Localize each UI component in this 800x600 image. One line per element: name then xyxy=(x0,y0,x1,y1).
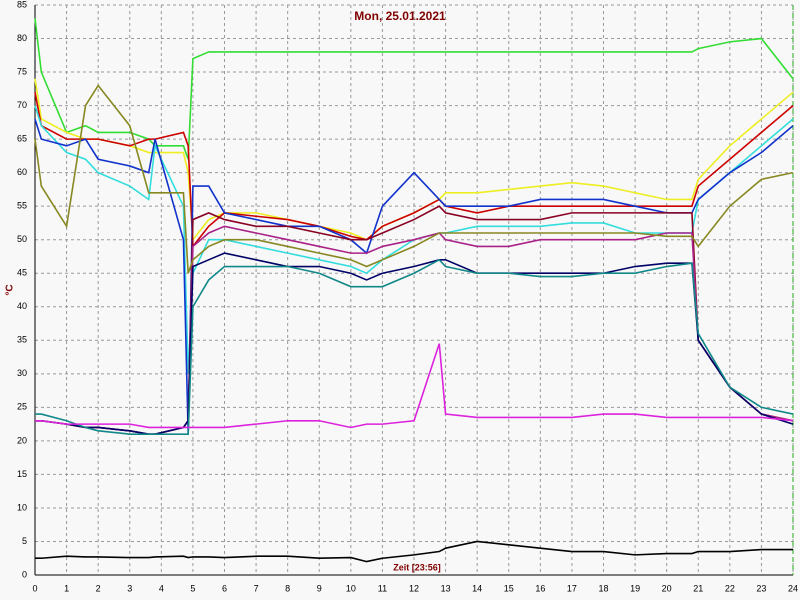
x-tick-label: 6 xyxy=(222,583,227,593)
series-line xyxy=(34,84,794,274)
x-tick-label: 15 xyxy=(504,583,514,593)
series-line xyxy=(35,343,794,429)
x-tick-label: 16 xyxy=(535,583,545,593)
y-tick-label: 85 xyxy=(17,0,27,9)
x-tick-label: 11 xyxy=(378,583,387,593)
x-tick-label: 3 xyxy=(127,583,132,593)
series-line xyxy=(34,18,794,160)
y-tick-label: 60 xyxy=(17,167,27,177)
y-tick-label: 15 xyxy=(17,469,27,479)
y-tick-label: 0 xyxy=(22,569,27,579)
y-tick-label: 55 xyxy=(17,201,27,211)
y-tick-label: 75 xyxy=(17,66,27,76)
series-line xyxy=(34,105,794,374)
x-tick-label: 21 xyxy=(693,583,703,593)
x-tick-label: 23 xyxy=(756,583,766,593)
y-tick-label: 65 xyxy=(17,133,27,143)
y-tick-label: 45 xyxy=(17,268,27,278)
chart-title: Mon, 25.01.2021 xyxy=(354,9,446,23)
series-line xyxy=(34,92,794,249)
x-tick-label: 7 xyxy=(254,583,259,593)
x-tick-label: 4 xyxy=(159,583,164,593)
x-tick-label: 10 xyxy=(346,583,356,593)
y-tick-label: 35 xyxy=(17,335,27,345)
series-line xyxy=(35,540,793,563)
x-tick-label: 13 xyxy=(441,583,451,593)
x-tick-label: 2 xyxy=(96,583,101,593)
x-tick-label: 8 xyxy=(285,583,290,593)
x-tick-label: 24 xyxy=(788,583,798,593)
time-annotation: Zeit [23:56] xyxy=(393,562,441,572)
y-tick-label: 70 xyxy=(17,100,27,110)
series-line xyxy=(35,258,794,435)
x-tick-label: 17 xyxy=(567,583,577,593)
x-tick-label: 20 xyxy=(662,583,672,593)
x-tick-label: 19 xyxy=(630,583,640,593)
x-tick-label: 14 xyxy=(472,583,482,593)
x-tick-label: 0 xyxy=(32,583,37,593)
x-tick-label: 12 xyxy=(409,583,419,593)
y-tick-label: 10 xyxy=(17,502,27,512)
y-axis-label: °C xyxy=(5,284,16,295)
series-line xyxy=(35,252,794,435)
y-tick-label: 25 xyxy=(17,402,27,412)
y-tick-label: 80 xyxy=(17,33,27,43)
y-tick-label: 20 xyxy=(17,435,27,445)
y-tick-label: 50 xyxy=(17,234,27,244)
series-line xyxy=(34,118,794,435)
x-tick-label: 18 xyxy=(598,583,608,593)
x-tick-label: 5 xyxy=(190,583,195,593)
y-tick-label: 5 xyxy=(22,536,27,546)
series-line xyxy=(34,78,794,242)
x-tick-label: 22 xyxy=(725,583,735,593)
y-tick-label: 30 xyxy=(17,368,27,378)
x-tick-label: 1 xyxy=(64,583,69,593)
y-tick-label: 40 xyxy=(17,301,27,311)
x-tick-label: 9 xyxy=(317,583,322,593)
